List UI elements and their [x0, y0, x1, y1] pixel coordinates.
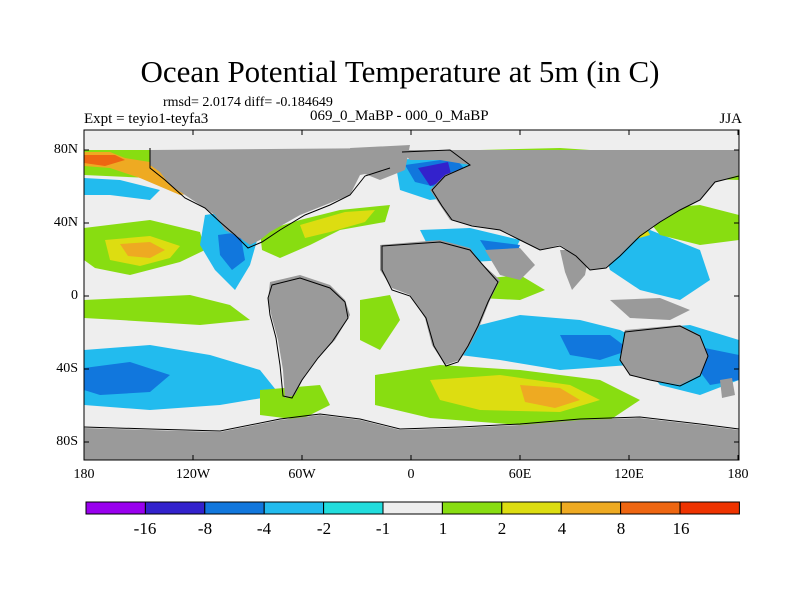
colorbar-box [204, 501, 265, 515]
y-tick-label: 40N [53, 215, 78, 230]
patch-south-pacific-blue [84, 362, 170, 395]
x-tick-label: 180 [73, 467, 95, 482]
coastlines [84, 148, 739, 432]
chart-title: Ocean Potential Temperature at 5m (in C) [140, 54, 660, 89]
land-mask [84, 145, 739, 460]
patch-south-ocean-orange [520, 385, 580, 408]
patch-north-atlantic-red [84, 155, 125, 166]
difference-experiments-label: 069_0_MaBP - 000_0_MaBP [310, 108, 489, 124]
season-label: JJA [719, 111, 742, 127]
land-new-zealand [720, 378, 735, 398]
patch-eq-pacific-green [84, 295, 250, 325]
colorbar-box [441, 501, 503, 515]
land-south-america [268, 275, 350, 398]
colorbar-box [620, 501, 681, 515]
colorbar-box [144, 501, 206, 515]
coast-south-america [267, 277, 349, 399]
land-eurasia [400, 150, 739, 270]
colorbar-label: 4 [557, 519, 567, 538]
x-tick-label: 60W [288, 467, 316, 482]
y-tick-label: 40S [56, 361, 78, 376]
axis-tick-marks [83, 130, 739, 460]
land-india [560, 250, 590, 290]
colorbar-label: 16 [672, 519, 690, 538]
coast-north-america [149, 148, 391, 249]
colorbar-box [382, 501, 443, 515]
patch-north-pacific-cyan [84, 178, 160, 200]
map-field [84, 130, 739, 460]
colorbar-label: 2 [497, 519, 507, 538]
patch-south-pacific-cyan [84, 345, 280, 410]
land-africa [380, 240, 500, 365]
colorbar-box [85, 501, 146, 515]
colorbar-label: 1 [438, 519, 448, 538]
land-antarctica [84, 415, 739, 460]
x-tick-label: 120E [614, 467, 644, 482]
land-australia [620, 325, 708, 385]
patch-indian-ocean-blue [560, 335, 630, 360]
land-greenland [350, 145, 410, 180]
x-tick-label: 180 [727, 467, 749, 482]
colorbar-box [323, 501, 384, 515]
land-arabia [485, 248, 535, 280]
colorbar-box [560, 501, 622, 515]
patch-pacific-orange [120, 242, 165, 258]
x-tick-label: 0 [407, 467, 415, 482]
x-tick-label: 60E [508, 467, 532, 482]
x-tick-label: 120W [175, 467, 211, 482]
patch-south-pacific-green [260, 385, 330, 420]
colorbar-box [501, 501, 562, 515]
land-north-america [150, 148, 390, 245]
coast-antarctica [84, 413, 739, 432]
colorbar-box [263, 501, 325, 515]
patch-central-america-blue [218, 232, 245, 270]
colorbar-label: -16 [133, 519, 157, 538]
patch-south-atlantic-green [360, 295, 400, 350]
experiment-label: Expt = teyio1-teyfa3 [84, 111, 209, 127]
land-indonesia [610, 298, 690, 320]
coast-eurasia [401, 149, 739, 271]
rmsd-diff-stats: rmsd= 2.0174 diff= -0.184649 [163, 95, 333, 110]
y-tick-label: 0 [71, 288, 78, 303]
colorbar [85, 501, 740, 515]
y-tick-label: 80N [53, 142, 78, 157]
colorbar-label: -2 [316, 519, 332, 538]
colorbar-label: -8 [197, 519, 213, 538]
colorbar-label: 8 [616, 519, 626, 538]
y-tick-label: 80S [56, 434, 78, 449]
coast-africa [381, 241, 499, 367]
colorbar-label: -4 [256, 519, 272, 538]
coast-australia [619, 325, 709, 387]
colorbar-box [679, 501, 740, 515]
patch-atlantic-yellow [300, 210, 375, 238]
colorbar-label: -1 [375, 519, 391, 538]
